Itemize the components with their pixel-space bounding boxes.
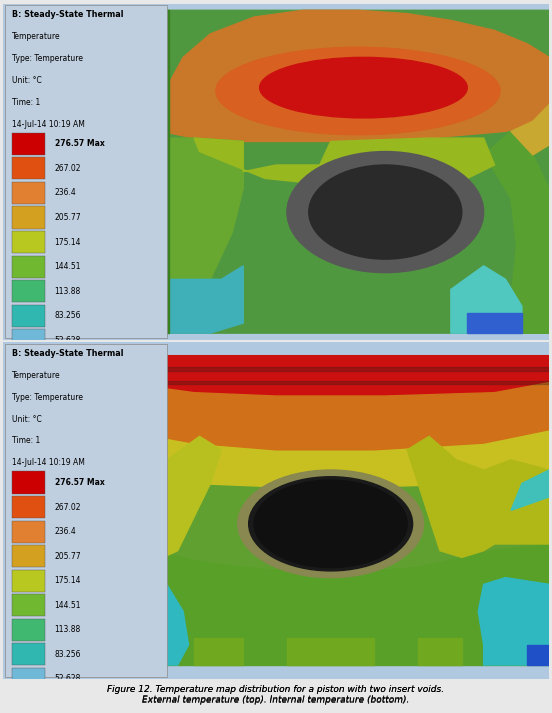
Polygon shape (478, 578, 549, 665)
Text: Temperature: Temperature (12, 32, 61, 41)
FancyBboxPatch shape (6, 344, 167, 677)
FancyBboxPatch shape (12, 280, 45, 302)
Text: 22 Min: 22 Min (55, 699, 84, 708)
FancyBboxPatch shape (12, 594, 45, 616)
Ellipse shape (238, 470, 423, 578)
Text: Type: Temperature: Type: Temperature (12, 393, 83, 401)
Polygon shape (118, 356, 129, 665)
Polygon shape (120, 383, 549, 450)
Text: 236.4: 236.4 (55, 527, 76, 536)
Polygon shape (120, 578, 189, 665)
Polygon shape (511, 470, 549, 511)
Text: Figure 12. Temperature map distribution for a piston with two insert voids.
Exte: Figure 12. Temperature map distribution … (108, 685, 444, 705)
FancyBboxPatch shape (12, 692, 45, 713)
Polygon shape (451, 266, 522, 333)
Polygon shape (407, 436, 549, 558)
Text: 144.51: 144.51 (55, 262, 81, 271)
Text: 83.256: 83.256 (55, 311, 81, 320)
Text: 14-Jul-14 10:19 AM: 14-Jul-14 10:19 AM (12, 120, 85, 128)
FancyBboxPatch shape (12, 471, 45, 493)
FancyBboxPatch shape (12, 643, 45, 665)
Polygon shape (467, 313, 522, 333)
Polygon shape (120, 381, 549, 384)
FancyBboxPatch shape (12, 496, 45, 518)
FancyBboxPatch shape (12, 520, 45, 543)
Ellipse shape (259, 57, 467, 118)
FancyBboxPatch shape (12, 329, 45, 352)
Text: 276.57 Max: 276.57 Max (55, 478, 104, 487)
Text: Time: 1: Time: 1 (12, 98, 40, 107)
FancyBboxPatch shape (12, 668, 45, 690)
Polygon shape (287, 638, 374, 665)
FancyBboxPatch shape (12, 570, 45, 592)
Text: 267.02: 267.02 (55, 164, 81, 173)
Text: 22 Min: 22 Min (55, 360, 84, 369)
Polygon shape (161, 10, 549, 141)
Text: 52.628: 52.628 (55, 336, 81, 345)
FancyBboxPatch shape (12, 255, 45, 277)
FancyBboxPatch shape (12, 354, 45, 376)
Text: 83.256: 83.256 (55, 650, 81, 659)
Text: 113.88: 113.88 (55, 287, 81, 296)
Polygon shape (161, 10, 549, 333)
Text: Figure 12. Temperature map distribution for a piston with two insert voids.
Exte: Figure 12. Temperature map distribution … (108, 685, 444, 704)
Polygon shape (527, 645, 549, 665)
Polygon shape (120, 538, 549, 665)
Text: 267.02: 267.02 (55, 503, 81, 511)
FancyBboxPatch shape (12, 182, 45, 204)
FancyBboxPatch shape (12, 619, 45, 641)
Polygon shape (484, 131, 549, 333)
Polygon shape (511, 105, 549, 155)
Text: 276.57 Max: 276.57 Max (55, 139, 104, 148)
Polygon shape (194, 638, 243, 665)
FancyBboxPatch shape (12, 133, 45, 155)
Text: 113.88: 113.88 (55, 625, 81, 635)
Polygon shape (120, 367, 549, 371)
FancyBboxPatch shape (12, 545, 45, 568)
FancyBboxPatch shape (12, 207, 45, 229)
Polygon shape (158, 10, 169, 333)
Text: 175.14: 175.14 (55, 237, 81, 247)
Polygon shape (120, 416, 549, 487)
Circle shape (309, 165, 462, 259)
Text: 144.51: 144.51 (55, 601, 81, 610)
Polygon shape (161, 266, 243, 333)
Text: Temperature: Temperature (12, 371, 61, 380)
Text: 205.77: 205.77 (55, 213, 81, 222)
Polygon shape (120, 470, 145, 511)
Polygon shape (418, 638, 462, 665)
Text: 175.14: 175.14 (55, 576, 81, 585)
Text: 52.628: 52.628 (55, 674, 81, 683)
Polygon shape (120, 436, 221, 561)
Polygon shape (120, 645, 134, 665)
Polygon shape (161, 138, 243, 333)
Text: Time: 1: Time: 1 (12, 436, 40, 446)
Text: Unit: °C: Unit: °C (12, 76, 42, 85)
FancyBboxPatch shape (12, 304, 45, 327)
Polygon shape (120, 356, 549, 396)
Text: 205.77: 205.77 (55, 552, 81, 560)
Ellipse shape (265, 61, 462, 115)
Ellipse shape (216, 47, 500, 135)
FancyBboxPatch shape (12, 158, 45, 180)
Text: B: Steady-State Thermal: B: Steady-State Thermal (12, 10, 124, 19)
Circle shape (287, 152, 484, 272)
Text: 14-Jul-14 10:19 AM: 14-Jul-14 10:19 AM (12, 458, 85, 467)
FancyBboxPatch shape (12, 231, 45, 253)
Text: Type: Temperature: Type: Temperature (12, 54, 83, 63)
Text: 236.4: 236.4 (55, 188, 76, 198)
Ellipse shape (254, 480, 407, 568)
Polygon shape (194, 138, 495, 185)
Polygon shape (120, 356, 549, 665)
FancyBboxPatch shape (6, 5, 167, 338)
Ellipse shape (248, 477, 412, 571)
Text: B: Steady-State Thermal: B: Steady-State Thermal (12, 349, 124, 358)
Text: Unit: °C: Unit: °C (12, 414, 42, 424)
